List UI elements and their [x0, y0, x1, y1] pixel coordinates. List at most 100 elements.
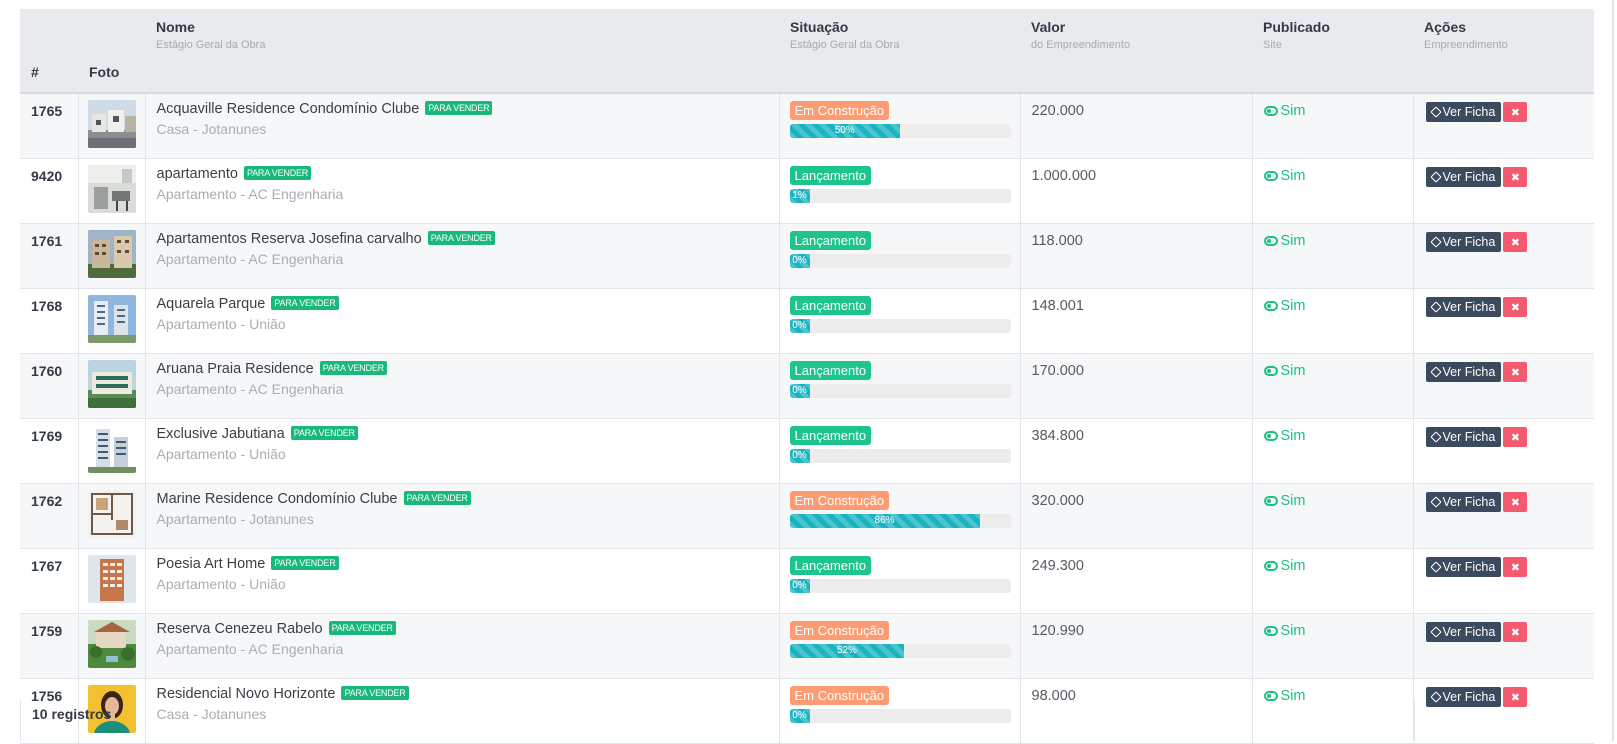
- ver-ficha-button[interactable]: Ver Ficha: [1425, 622, 1502, 642]
- table-row[interactable]: 1761 Apartamentos Reserva Josefina carva…: [20, 223, 1594, 289]
- published-status[interactable]: Sim: [1253, 94, 1413, 119]
- ver-ficha-button[interactable]: Ver Ficha: [1425, 297, 1502, 317]
- property-thumbnail[interactable]: [87, 490, 136, 538]
- property-thumbnail[interactable]: [87, 230, 136, 278]
- progress-fill: 0%: [789, 579, 810, 593]
- sale-tag: PARA VENDER: [425, 101, 493, 115]
- table-row[interactable]: 1759 Reserva Cenezeu Rabelo PARA VENDER …: [20, 613, 1594, 679]
- property-thumbnail[interactable]: [87, 425, 136, 473]
- ver-ficha-button[interactable]: Ver Ficha: [1425, 557, 1502, 577]
- property-name[interactable]: Aquarela Parque: [156, 296, 266, 312]
- property-name[interactable]: Apartamentos Reserva Josefina carvalho: [156, 231, 422, 247]
- published-status[interactable]: Sim: [1253, 484, 1413, 509]
- table-row[interactable]: 1760 Aruana Praia Residence PARA VENDER …: [20, 353, 1594, 419]
- name-line: Poesia Art Home PARA VENDER: [157, 556, 779, 572]
- table-row[interactable]: 1762 Marine Residence Condomínio Clube P…: [20, 483, 1595, 549]
- header-nome-label: Nome: [156, 19, 195, 35]
- name-line: apartamento PARA VENDER: [157, 166, 779, 182]
- header-foto[interactable]: Foto: [78, 9, 145, 94]
- progress-bar: 0%: [789, 384, 1011, 398]
- published-status[interactable]: Sim: [1253, 354, 1413, 379]
- ver-ficha-label: Ver Ficha: [1442, 105, 1496, 119]
- delete-button[interactable]: ✖: [1503, 297, 1528, 317]
- delete-button[interactable]: ✖: [1503, 427, 1528, 447]
- progress-bar: 0%: [789, 449, 1011, 463]
- ver-ficha-button[interactable]: Ver Ficha: [1425, 102, 1502, 122]
- published-status[interactable]: Sim: [1253, 549, 1413, 574]
- toggle-icon: [1263, 236, 1278, 246]
- published-status[interactable]: Sim: [1253, 614, 1413, 639]
- header-id[interactable]: #: [20, 9, 78, 94]
- table-row[interactable]: 1756 Residencial Novo Horizonte PARA VEN…: [20, 678, 1594, 744]
- property-name[interactable]: apartamento: [156, 166, 238, 182]
- published-status[interactable]: Sim: [1253, 419, 1413, 444]
- published-status[interactable]: Sim: [1253, 289, 1413, 314]
- delete-button[interactable]: ✖: [1503, 362, 1528, 382]
- property-thumbnail[interactable]: [87, 685, 136, 733]
- actions-cell: Ver Ficha ✖: [1414, 484, 1595, 512]
- delete-button[interactable]: ✖: [1503, 167, 1528, 187]
- sale-tag: PARA VENDER: [243, 166, 312, 180]
- sale-tag: PARA VENDER: [319, 361, 387, 375]
- progress-label: 86%: [874, 515, 895, 526]
- delete-button[interactable]: ✖: [1503, 232, 1528, 252]
- published-status[interactable]: Sim: [1253, 679, 1413, 704]
- ver-ficha-button[interactable]: Ver Ficha: [1425, 427, 1502, 447]
- header-situacao[interactable]: Situação Estágio Geral da Obra: [779, 9, 1020, 94]
- property-name[interactable]: Poesia Art Home: [156, 556, 266, 572]
- table-row[interactable]: 1768 Aquarela Parque PARA VENDER Apartam…: [20, 288, 1594, 354]
- ver-ficha-button[interactable]: Ver Ficha: [1425, 492, 1502, 512]
- name-line: Aquarela Parque PARA VENDER: [157, 296, 779, 312]
- property-thumbnail[interactable]: [87, 360, 136, 408]
- ver-ficha-button[interactable]: Ver Ficha: [1425, 167, 1502, 187]
- property-name[interactable]: Residencial Novo Horizonte: [156, 686, 336, 702]
- name-cell: Residencial Novo Horizonte PARA VENDER C…: [146, 679, 779, 722]
- table-row[interactable]: 1769 Exclusive Jabutiana PARA VENDER Apa…: [20, 418, 1594, 484]
- delete-button[interactable]: ✖: [1503, 687, 1528, 707]
- table-row[interactable]: 1767 Poesia Art Home PARA VENDER Apartam…: [20, 548, 1594, 614]
- table-row[interactable]: 1765 Acquaville Residence Condomínio Clu…: [20, 93, 1594, 159]
- header-valor[interactable]: Valor do Empreendimento: [1020, 9, 1252, 94]
- header-nome[interactable]: Nome Estágio Geral da Obra: [145, 9, 779, 94]
- property-type: Apartamento - União: [156, 576, 286, 592]
- name-cell: Apartamentos Reserva Josefina carvalho P…: [146, 224, 779, 267]
- property-thumbnail[interactable]: [87, 100, 136, 148]
- situation-cell: Em Construção 50%: [780, 94, 1020, 138]
- property-thumbnail[interactable]: [87, 165, 136, 213]
- property-thumbnail[interactable]: [87, 555, 136, 603]
- sale-tag: PARA VENDER: [403, 491, 471, 505]
- progress-label: 0%: [792, 385, 807, 396]
- ver-ficha-button[interactable]: Ver Ficha: [1425, 362, 1502, 382]
- delete-button[interactable]: ✖: [1503, 557, 1528, 577]
- header-publicado[interactable]: Publicado Site: [1252, 9, 1413, 94]
- property-name[interactable]: Aruana Praia Residence: [156, 361, 314, 377]
- status-badge: Lançamento: [789, 361, 872, 380]
- property-value: 170.000: [1031, 363, 1084, 379]
- header-publicado-sub: Site: [1263, 39, 1282, 51]
- property-name[interactable]: Reserva Cenezeu Rabelo: [156, 621, 323, 637]
- table-row[interactable]: 9420 apartamento PARA VENDER Apartamento…: [20, 158, 1594, 224]
- header-valor-sub: do Empreendimento: [1031, 39, 1131, 51]
- name-line: Marine Residence Condomínio Clube PARA V…: [157, 491, 779, 507]
- property-name[interactable]: Marine Residence Condomínio Clube: [156, 491, 398, 507]
- pencil-icon: [1429, 236, 1442, 248]
- ver-ficha-button[interactable]: Ver Ficha: [1425, 687, 1502, 707]
- status-badge: Lançamento: [789, 231, 872, 250]
- delete-button[interactable]: ✖: [1503, 622, 1528, 642]
- delete-button[interactable]: ✖: [1503, 102, 1528, 122]
- progress-fill: 86%: [789, 514, 980, 528]
- row-id: 1761: [31, 233, 63, 249]
- delete-button[interactable]: ✖: [1503, 492, 1528, 512]
- photo-cell: [79, 484, 145, 538]
- pencil-icon: [1429, 106, 1442, 118]
- ver-ficha-button[interactable]: Ver Ficha: [1425, 232, 1502, 252]
- property-thumbnail[interactable]: [87, 620, 136, 668]
- published-status[interactable]: Sim: [1253, 159, 1413, 184]
- situation-cell: Lançamento 0%: [780, 289, 1020, 333]
- published-status[interactable]: Sim: [1253, 224, 1413, 249]
- property-name[interactable]: Exclusive Jabutiana: [156, 426, 285, 442]
- progress-fill: 52%: [789, 644, 905, 658]
- property-thumbnail[interactable]: [87, 295, 136, 343]
- property-name[interactable]: Acquaville Residence Condomínio Clube: [156, 101, 420, 117]
- pencil-icon: [1429, 626, 1442, 638]
